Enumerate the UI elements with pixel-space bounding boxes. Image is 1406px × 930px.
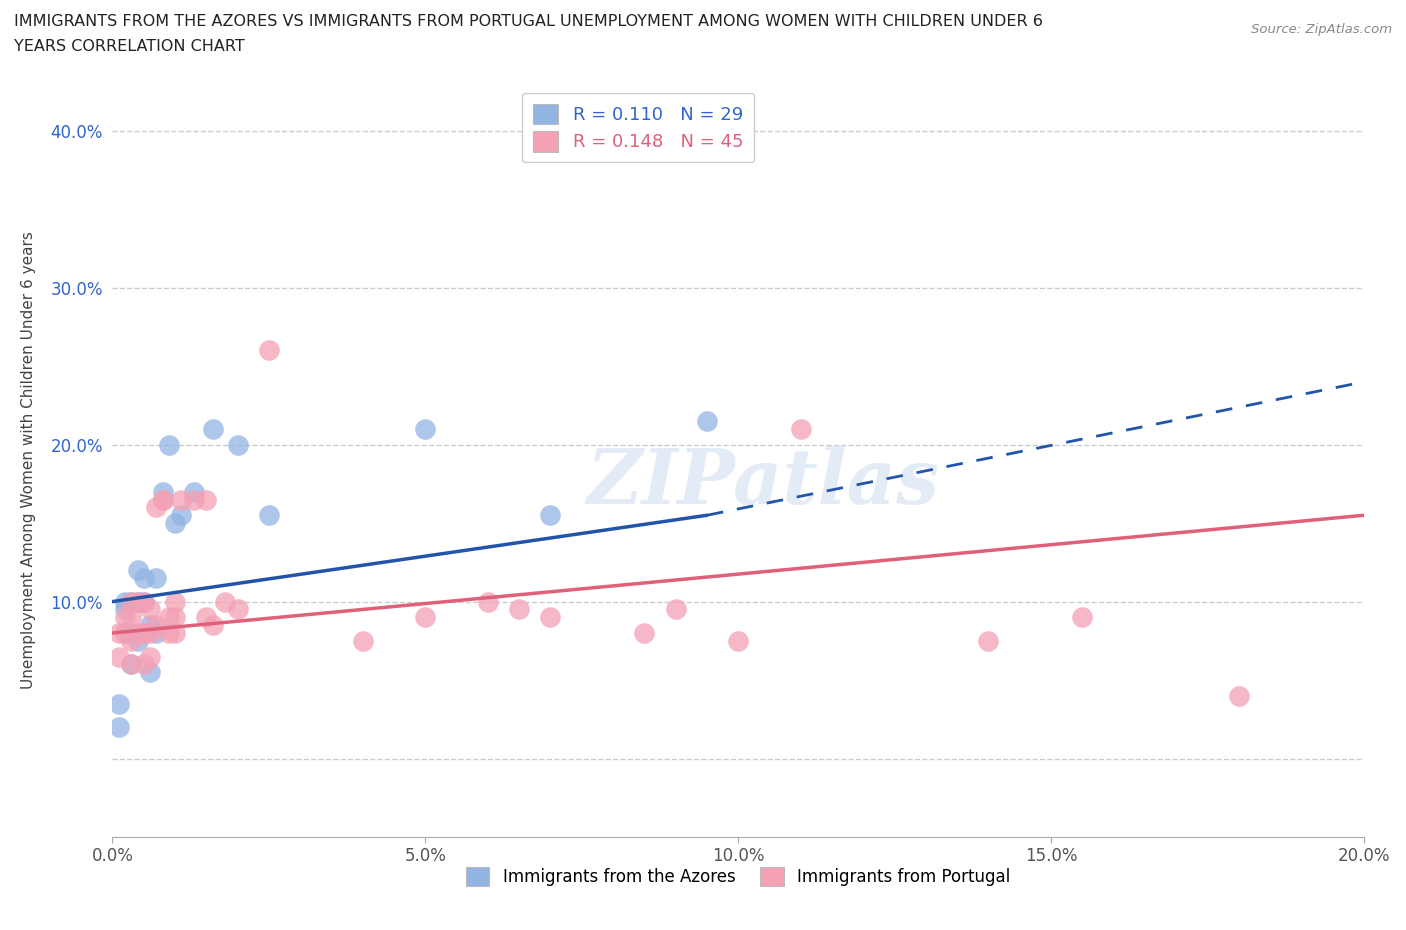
- Point: [114, 610, 136, 625]
- Point: [415, 421, 437, 436]
- Point: [127, 594, 149, 609]
- Point: [145, 500, 167, 515]
- Point: [477, 594, 499, 609]
- Point: [633, 626, 655, 641]
- Point: [120, 657, 142, 671]
- Point: [132, 594, 155, 609]
- Point: [120, 657, 142, 671]
- Point: [163, 626, 186, 641]
- Point: [195, 610, 218, 625]
- Point: [120, 633, 142, 648]
- Legend: Immigrants from the Azores, Immigrants from Portugal: Immigrants from the Azores, Immigrants f…: [456, 857, 1021, 897]
- Point: [120, 626, 142, 641]
- Point: [696, 414, 718, 429]
- Point: [540, 610, 562, 625]
- Point: [508, 602, 530, 617]
- Point: [127, 563, 149, 578]
- Point: [790, 421, 813, 436]
- Point: [132, 626, 155, 641]
- Point: [107, 649, 129, 664]
- Point: [132, 626, 155, 641]
- Point: [114, 594, 136, 609]
- Point: [120, 610, 142, 625]
- Point: [183, 485, 205, 499]
- Point: [127, 633, 149, 648]
- Point: [114, 602, 136, 617]
- Point: [157, 610, 180, 625]
- Point: [107, 720, 129, 735]
- Point: [114, 626, 136, 641]
- Point: [226, 437, 249, 452]
- Point: [132, 594, 155, 609]
- Point: [152, 485, 174, 499]
- Point: [664, 602, 686, 617]
- Text: YEARS CORRELATION CHART: YEARS CORRELATION CHART: [14, 39, 245, 54]
- Point: [132, 571, 155, 586]
- Point: [145, 618, 167, 632]
- Point: [163, 515, 186, 530]
- Point: [183, 492, 205, 507]
- Point: [145, 626, 167, 641]
- Point: [139, 602, 162, 617]
- Point: [201, 618, 224, 632]
- Point: [170, 492, 193, 507]
- Point: [257, 343, 280, 358]
- Point: [127, 626, 149, 641]
- Point: [107, 697, 129, 711]
- Point: [226, 602, 249, 617]
- Point: [107, 626, 129, 641]
- Text: ZIPatlas: ZIPatlas: [586, 446, 939, 520]
- Point: [120, 594, 142, 609]
- Point: [195, 492, 218, 507]
- Point: [540, 508, 562, 523]
- Point: [1227, 688, 1250, 703]
- Point: [352, 633, 374, 648]
- Y-axis label: Unemployment Among Women with Children Under 6 years: Unemployment Among Women with Children U…: [21, 232, 37, 689]
- Text: Source: ZipAtlas.com: Source: ZipAtlas.com: [1251, 23, 1392, 36]
- Point: [114, 626, 136, 641]
- Point: [157, 626, 180, 641]
- Point: [257, 508, 280, 523]
- Point: [120, 594, 142, 609]
- Point: [415, 610, 437, 625]
- Point: [145, 571, 167, 586]
- Point: [139, 618, 162, 632]
- Point: [201, 421, 224, 436]
- Point: [977, 633, 1000, 648]
- Point: [163, 594, 186, 609]
- Point: [139, 626, 162, 641]
- Point: [157, 437, 180, 452]
- Point: [170, 508, 193, 523]
- Point: [127, 594, 149, 609]
- Point: [139, 665, 162, 680]
- Point: [139, 649, 162, 664]
- Point: [152, 492, 174, 507]
- Text: IMMIGRANTS FROM THE AZORES VS IMMIGRANTS FROM PORTUGAL UNEMPLOYMENT AMONG WOMEN : IMMIGRANTS FROM THE AZORES VS IMMIGRANTS…: [14, 14, 1043, 29]
- Point: [727, 633, 749, 648]
- Point: [214, 594, 236, 609]
- Point: [152, 492, 174, 507]
- Point: [132, 657, 155, 671]
- Point: [1071, 610, 1094, 625]
- Point: [163, 610, 186, 625]
